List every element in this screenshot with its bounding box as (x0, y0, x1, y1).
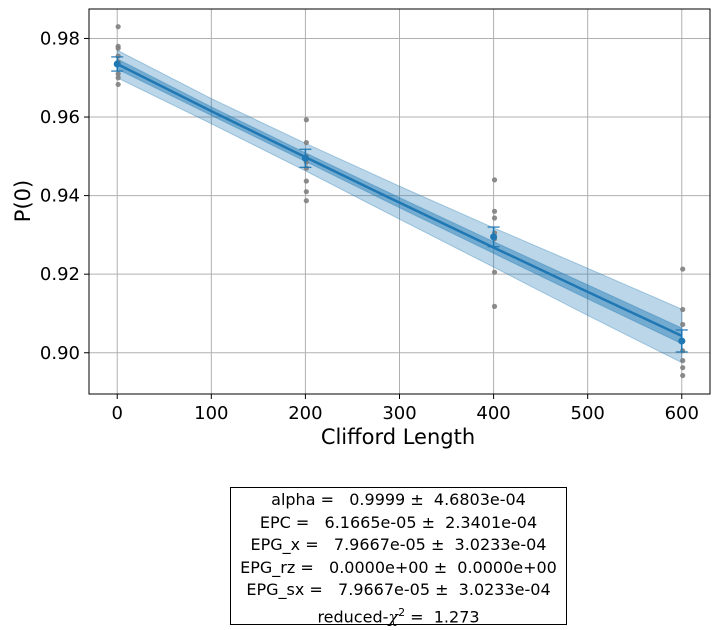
fit-line-epg-x: EPG_x = 7.9667e-05 ± 3.0233e-04 (250, 535, 547, 554)
fit-curve (116, 62, 683, 337)
raw-point (303, 139, 309, 146)
y-tick-label-1: 0.92 (40, 264, 80, 285)
raw-point (115, 53, 121, 59)
raw-point (680, 372, 686, 379)
mean-point-1 (301, 154, 309, 162)
raw-point (491, 269, 498, 275)
raw-point (680, 306, 686, 313)
y-tick-label-4: 0.98 (40, 28, 80, 49)
raw-point (303, 198, 309, 204)
fit-results-box: alpha = 0.9999 ± 4.6803e-04 EPC = 6.1665… (230, 487, 567, 626)
chi-symbol: χ (388, 606, 399, 626)
mean-point-2 (490, 233, 498, 241)
x-tick-label-6: 600 (665, 403, 699, 424)
raw-point (303, 165, 309, 171)
raw-point (303, 189, 309, 195)
raw-point (115, 24, 121, 30)
x-tick-label-0: 0 (112, 403, 123, 424)
raw-point (491, 303, 498, 309)
fit-line-alpha: alpha = 0.9999 ± 4.6803e-04 (271, 490, 526, 509)
raw-point (491, 177, 498, 183)
y-axis-label: P(0) (11, 180, 35, 222)
raw-point (491, 215, 498, 221)
y-tick-label-3: 0.96 (40, 107, 80, 128)
raw-point (680, 321, 686, 328)
raw-point (115, 81, 121, 88)
raw-point (303, 178, 309, 184)
x-tick-label-3: 300 (382, 403, 416, 424)
mean-point-0 (113, 60, 121, 68)
raw-point (491, 208, 498, 214)
x-tick-label-1: 100 (194, 403, 228, 424)
chi-prefix: reduced- (317, 606, 389, 626)
raw-point (680, 266, 686, 272)
x-tick-label-4: 400 (476, 403, 510, 424)
raw-point (115, 45, 121, 51)
x-tick-label-5: 500 (571, 403, 605, 424)
fit-line-reduced-chi2: reduced-χ2 = 1.273 (231, 602, 566, 629)
chi-value: = 1.273 (405, 606, 480, 626)
fit-line-epg-rz: EPG_rz = 0.0000e+00 ± 0.0000e+00 (240, 557, 557, 577)
y-tick-label-0: 0.90 (40, 343, 80, 364)
raw-point (680, 358, 686, 364)
raw-point (115, 71, 121, 77)
y-tick-label-2: 0.94 (40, 186, 80, 207)
raw-point (115, 75, 121, 81)
fit-line-epc: EPC = 6.1665e-05 ± 2.3401e-04 (259, 512, 538, 532)
raw-point (303, 117, 309, 123)
x-axis-label: Clifford Length (321, 425, 475, 449)
plot-area: 0 100 200 300 400 500 600 0.90 0.92 0.94 0.96 0.98 (40, 8, 711, 424)
raw-point (680, 365, 686, 371)
chi-power: 2 (398, 605, 406, 619)
x-tick-label-2: 200 (288, 403, 322, 424)
rb-chart: 0 100 200 300 400 500 6000.900.920.940.960.98 … (11, 8, 711, 449)
raw-point (680, 348, 686, 354)
fit-line-epg-sx: EPG_sx = 7.9667e-05 ± 3.0233e-04 (246, 580, 551, 599)
mean-point-3 (678, 337, 686, 345)
